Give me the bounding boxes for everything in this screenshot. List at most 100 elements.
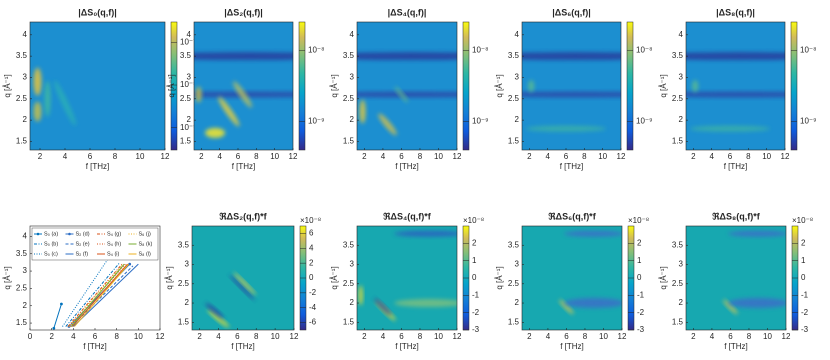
- colorbar-tick-label: -2: [309, 288, 317, 297]
- y-tick-label: 1.5: [16, 318, 28, 327]
- x-tick-label: 10: [136, 152, 145, 161]
- colorbar-exponent: ×10⁻⁸: [300, 216, 321, 225]
- series-line: [72, 263, 139, 327]
- plot-area: [357, 22, 457, 150]
- y-tick-label: 3: [23, 266, 28, 275]
- colorbar-tick-label: 0: [472, 273, 477, 282]
- x-tick-label: 8: [113, 152, 118, 161]
- x-tick-label: 4: [710, 332, 715, 341]
- chart-title: ℜΔS₄(q,f)*f: [383, 211, 432, 221]
- x-tick-label: 8: [418, 332, 423, 341]
- heatmap-texture: [394, 86, 409, 103]
- heatmap-texture: [194, 52, 293, 61]
- plot-area: [522, 22, 621, 150]
- x-tick-label: 6: [728, 152, 733, 161]
- plot-area: [194, 22, 293, 150]
- plot-area: [357, 226, 457, 330]
- x-tick-label: 6: [564, 152, 569, 161]
- x-tick-label: 12: [290, 332, 299, 341]
- y-tick-label: 3: [515, 260, 520, 269]
- heatmap-field: [686, 226, 786, 330]
- chart-title: |ΔS₂(q,f)|: [224, 7, 263, 17]
- axes-box: [685, 225, 787, 331]
- y-tick-label: 2.5: [16, 284, 28, 293]
- colorbar-exponent: ×10⁻⁸: [792, 216, 813, 225]
- x-tick-label: 2: [527, 152, 532, 161]
- x-tick-label: 12: [156, 332, 165, 341]
- colorbar-tick-label: 10⁻⁹: [800, 117, 817, 126]
- chart-title: |ΔS₀(q,f)|: [78, 7, 117, 17]
- y-tick-label: 1.5: [508, 317, 520, 326]
- colorbar-tick-label: 10⁻⁸: [308, 45, 325, 54]
- y-tick-label: 2: [515, 298, 520, 307]
- x-tick-label: 8: [254, 152, 259, 161]
- legend-label: S₀ (c): [44, 251, 58, 257]
- colorbar-tick-label: 10⁻⁸: [180, 80, 197, 89]
- y-tick-label: 2: [679, 298, 684, 307]
- y-tick-label: 2.5: [180, 94, 192, 103]
- axes-box: [685, 21, 786, 151]
- heatmap-texture: [207, 309, 230, 328]
- legend-label: S₂ (e): [76, 241, 90, 247]
- point: [52, 326, 56, 330]
- y-tick-label: 3.5: [343, 240, 355, 249]
- y-tick-label: 4: [679, 30, 684, 39]
- colorbar-tick-label: -2: [801, 308, 809, 317]
- heatmap-texture: [218, 96, 240, 127]
- x-tick-label: 12: [617, 152, 626, 161]
- x-axis-label: f [THz]: [395, 162, 419, 171]
- colorbar-tick-label: 2: [637, 238, 642, 247]
- legend-label: S₀ (b): [44, 241, 58, 247]
- colorbar-exponent: ×10⁻⁸: [628, 216, 649, 225]
- legend-label: S₄ (g): [107, 231, 121, 237]
- colorbar: [170, 21, 178, 151]
- x-tick-label: 4: [63, 152, 68, 161]
- y-tick-label: 3.5: [343, 51, 355, 60]
- colorbar-tick-label: 10⁻⁸: [636, 45, 653, 54]
- x-tick-label: 10: [763, 332, 772, 341]
- x-tick-label: 4: [381, 332, 386, 341]
- y-tick-label: 2.5: [343, 279, 355, 288]
- colorbar-tick-label: 0: [309, 273, 314, 282]
- y-tick-label: 2.5: [178, 279, 190, 288]
- colorbar-tick-label: -1: [637, 290, 645, 299]
- y-axis-label: q [Å⁻¹]: [495, 74, 504, 97]
- y-tick-label: 3.5: [672, 51, 684, 60]
- x-tick-label: 2: [49, 332, 54, 341]
- y-tick-label: 3: [185, 260, 190, 269]
- x-axis-label: f [THz]: [86, 162, 110, 171]
- y-tick-label: 3: [350, 260, 355, 269]
- y-tick-label: 1.5: [672, 317, 684, 326]
- x-tick-label: 4: [71, 332, 76, 341]
- y-axis-label: q [Å⁻¹]: [495, 266, 504, 289]
- y-tick-label: 3.5: [16, 249, 28, 258]
- colorbar-tick-label: 1: [637, 256, 642, 265]
- colorbar-tick-label: 2: [801, 238, 806, 247]
- legend-label: S₆ (j): [139, 231, 151, 237]
- x-axis-label: f [THz]: [231, 342, 255, 351]
- y-tick-label: 2: [350, 115, 355, 124]
- heatmap-field: [192, 226, 294, 330]
- y-tick-label: 1.5: [178, 317, 190, 326]
- x-tick-label: 10: [599, 332, 608, 341]
- y-tick-label: 1.5: [16, 137, 28, 146]
- y-tick-label: 2.5: [16, 94, 28, 103]
- legend-marker: [36, 232, 40, 236]
- heatmap-texture: [54, 80, 76, 126]
- colorbar-tick-label: -2: [637, 308, 645, 317]
- heatmap-texture: [205, 127, 226, 138]
- y-axis-label: q [Å⁻¹]: [330, 74, 339, 97]
- x-tick-label: 12: [453, 152, 462, 161]
- colorbar-tick-label: 2: [472, 238, 477, 247]
- y-tick-label: 4: [23, 30, 28, 39]
- x-tick-label: 6: [236, 152, 241, 161]
- x-tick-label: 12: [161, 152, 170, 161]
- x-tick-label: 6: [728, 332, 733, 341]
- y-tick-label: 4: [23, 232, 28, 241]
- colorbar-tick-label: 10⁻⁹: [308, 117, 325, 126]
- x-axis-label: f [THz]: [560, 162, 584, 171]
- plot-area: [686, 226, 786, 330]
- legend-label: S₄ (h): [107, 241, 121, 247]
- y-axis-label: q [Å⁻¹]: [659, 266, 668, 289]
